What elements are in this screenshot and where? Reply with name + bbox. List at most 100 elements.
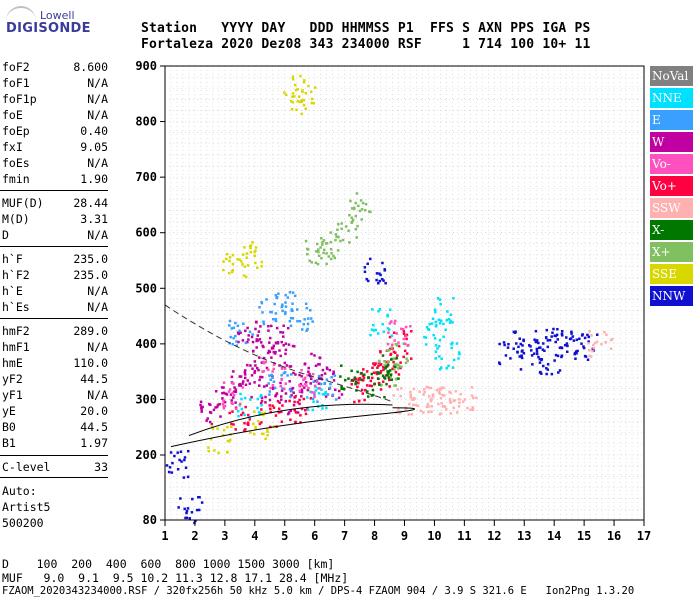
- data-point-ssw: [399, 394, 403, 398]
- data-point-e: [316, 379, 319, 382]
- data-point-vo: [397, 373, 401, 376]
- data-point-ssw: [592, 343, 595, 347]
- data-point-nnw: [379, 273, 382, 277]
- data-point-vo: [305, 384, 308, 387]
- data-point-nne: [434, 350, 438, 353]
- data-point-vo: [376, 366, 379, 369]
- data-point-nnw: [378, 279, 381, 283]
- data-point-w: [206, 417, 209, 420]
- data-point-sse: [227, 439, 231, 443]
- data-point-w: [241, 382, 244, 385]
- data-point-w: [296, 411, 300, 414]
- data-point-x: [394, 362, 398, 366]
- data-point-nnw: [552, 327, 555, 331]
- param-label: B1: [2, 436, 16, 450]
- data-point-ssw: [472, 396, 475, 400]
- data-point-vo: [381, 380, 385, 383]
- data-point-vo: [388, 335, 392, 339]
- data-point-ssw: [475, 396, 478, 400]
- param-row-hmf1: hmF1 N/A: [2, 340, 108, 356]
- x-tick-label: 11: [457, 529, 471, 543]
- data-point-e: [289, 395, 292, 399]
- data-point-sse: [300, 112, 304, 116]
- data-point-w: [257, 356, 261, 359]
- param-label: M(D): [2, 212, 30, 226]
- data-point-vo: [390, 320, 393, 323]
- param-row-hf: h`F 235.0: [2, 252, 108, 268]
- legend-item-ssw: SSW: [650, 198, 693, 218]
- data-point-nnw: [542, 342, 545, 345]
- data-point-w: [317, 382, 321, 385]
- data-point-w: [269, 324, 273, 328]
- data-point-w: [260, 341, 263, 344]
- data-point-w: [237, 384, 241, 387]
- data-point-x: [389, 375, 392, 378]
- data-point-e: [228, 324, 231, 327]
- data-point-w: [332, 370, 335, 374]
- data-point-e: [304, 302, 308, 306]
- data-point-vo: [370, 376, 374, 380]
- data-point-nnw: [544, 336, 548, 340]
- data-point-nne: [321, 403, 324, 407]
- data-point-x: [395, 344, 399, 347]
- data-point-x: [315, 250, 318, 253]
- data-point-vo: [394, 351, 397, 354]
- x-tick-label: 16: [607, 529, 621, 543]
- data-point-vo: [363, 398, 366, 402]
- data-point-vo: [357, 378, 360, 382]
- data-point-nnw: [366, 262, 369, 266]
- data-point-e: [231, 342, 235, 346]
- data-point-e: [268, 393, 271, 396]
- data-point-vo: [392, 360, 395, 364]
- data-point-ssw: [588, 354, 591, 358]
- data-point-sse: [251, 240, 254, 244]
- data-point-w: [288, 380, 291, 383]
- data-point-sse: [256, 266, 259, 270]
- data-point-ssw: [427, 386, 431, 389]
- auto-label: Auto:: [2, 484, 37, 498]
- data-point-vo: [267, 368, 270, 371]
- data-point-w: [287, 343, 291, 346]
- data-point-e: [228, 319, 232, 323]
- data-point-e: [295, 308, 299, 311]
- data-point-sse: [245, 252, 249, 255]
- data-point-x: [339, 239, 342, 243]
- data-point-vo: [391, 343, 394, 346]
- data-point-ssw: [400, 387, 403, 390]
- data-point-vo: [397, 344, 401, 348]
- y-tick-label: 500: [135, 281, 157, 295]
- data-point-ssw: [396, 388, 399, 391]
- data-point-nnw: [566, 344, 569, 348]
- data-point-w: [324, 395, 328, 398]
- param-value: N/A: [87, 340, 108, 354]
- data-point-vo: [222, 407, 226, 410]
- chart-axes: 1 2 3 4 5 6 7 8 9 10 11 12 13 14 15 16 17802003004005006…: [135, 59, 651, 543]
- data-point-w: [318, 363, 321, 366]
- data-point-x: [355, 192, 359, 195]
- data-point-x: [394, 384, 398, 387]
- data-point-x: [339, 375, 342, 378]
- data-point-w: [234, 388, 237, 391]
- data-point-w: [230, 375, 234, 379]
- data-point-ssw: [609, 347, 613, 350]
- data-point-w: [200, 405, 204, 409]
- data-point-e: [291, 302, 294, 305]
- data-point-nnw: [528, 344, 531, 347]
- data-point-x: [354, 380, 358, 384]
- data-point-w: [234, 390, 238, 394]
- data-point-w: [279, 354, 282, 358]
- data-point-x: [379, 384, 383, 387]
- data-point-sse: [260, 432, 264, 436]
- param-label: fxI: [2, 140, 23, 154]
- data-point-sse: [294, 88, 298, 92]
- header-line-1: Station YYYY DAY DDD HHMMSS P1 FFS S AXN…: [141, 21, 591, 36]
- chart-traces: [164, 304, 415, 448]
- data-point-vo: [397, 341, 400, 344]
- data-point-nne: [447, 318, 451, 321]
- data-point-x: [358, 209, 362, 213]
- data-point-nnw: [558, 346, 562, 350]
- data-point-vo: [309, 397, 313, 400]
- data-point-w: [250, 335, 254, 339]
- data-point-w: [321, 368, 325, 372]
- param-row-b1: B1 1.97: [2, 436, 108, 452]
